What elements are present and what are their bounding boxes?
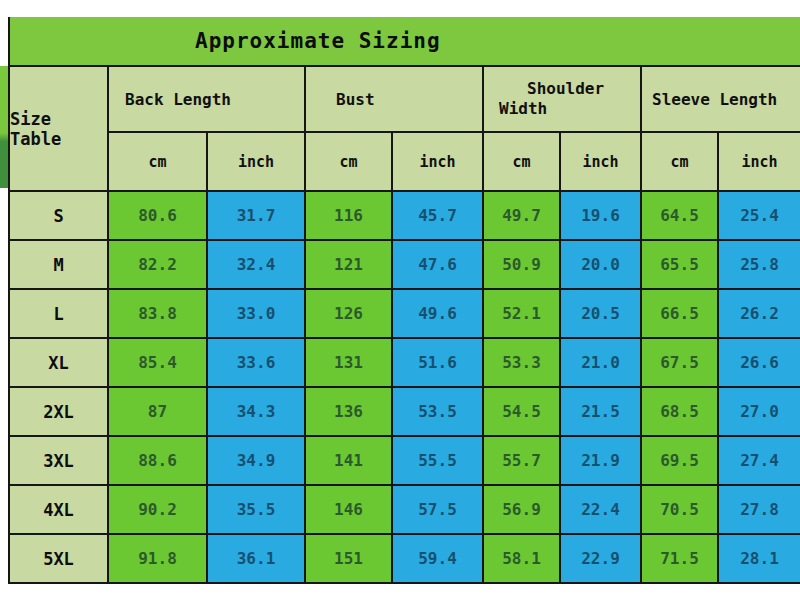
value-cell: 146 xyxy=(306,486,391,533)
value-cell: 27.4 xyxy=(719,437,800,484)
value-cell: 80.6 xyxy=(109,192,206,239)
value-cell: 57.5 xyxy=(393,486,482,533)
sizing-chart-page: Approximate Sizing Size Table Back Lengt… xyxy=(0,0,800,606)
size-label: M xyxy=(10,241,107,288)
value-cell: 136 xyxy=(306,388,391,435)
value-cell: 33.0 xyxy=(208,290,304,337)
size-label: S xyxy=(10,192,107,239)
value-cell: 25.4 xyxy=(719,192,800,239)
value-cell: 58.1 xyxy=(484,535,559,582)
value-cell: 34.9 xyxy=(208,437,304,484)
value-cell: 27.8 xyxy=(719,486,800,533)
value-cell: 65.5 xyxy=(642,241,717,288)
value-cell: 34.3 xyxy=(208,388,304,435)
value-cell: 54.5 xyxy=(484,388,559,435)
value-cell: 90.2 xyxy=(109,486,206,533)
unit-header-inch: inch xyxy=(561,133,640,190)
col-group-bust: Bust xyxy=(306,67,482,131)
value-cell: 141 xyxy=(306,437,391,484)
value-cell: 67.5 xyxy=(642,339,717,386)
value-cell: 33.6 xyxy=(208,339,304,386)
value-cell: 91.8 xyxy=(109,535,206,582)
value-cell: 83.8 xyxy=(109,290,206,337)
value-cell: 87 xyxy=(109,388,206,435)
value-cell: 56.9 xyxy=(484,486,559,533)
value-cell: 151 xyxy=(306,535,391,582)
size-label: 4XL xyxy=(10,486,107,533)
col-group-shoulder-width: Shoulder Width xyxy=(484,67,640,131)
table-title: Approximate Sizing xyxy=(10,17,800,65)
value-cell: 50.9 xyxy=(484,241,559,288)
unit-header-inch: inch xyxy=(393,133,482,190)
value-cell: 59.4 xyxy=(393,535,482,582)
value-cell: 31.7 xyxy=(208,192,304,239)
value-cell: 21.0 xyxy=(561,339,640,386)
value-cell: 82.2 xyxy=(109,241,206,288)
value-cell: 55.7 xyxy=(484,437,559,484)
value-cell: 68.5 xyxy=(642,388,717,435)
value-cell: 36.1 xyxy=(208,535,304,582)
size-label: 2XL xyxy=(10,388,107,435)
size-label: L xyxy=(10,290,107,337)
value-cell: 88.6 xyxy=(109,437,206,484)
col-group-sleeve-length: Sleeve Length xyxy=(642,67,800,131)
unit-header-cm: cm xyxy=(642,133,717,190)
value-cell: 26.6 xyxy=(719,339,800,386)
value-cell: 64.5 xyxy=(642,192,717,239)
col-group-back-length: Back Length xyxy=(109,67,304,131)
unit-header-inch: inch xyxy=(208,133,304,190)
value-cell: 21.5 xyxy=(561,388,640,435)
value-cell: 20.5 xyxy=(561,290,640,337)
col-group-shoulder-width-label: Shoulder Width xyxy=(499,79,585,119)
value-cell: 20.0 xyxy=(561,241,640,288)
value-cell: 85.4 xyxy=(109,339,206,386)
value-cell: 53.5 xyxy=(393,388,482,435)
value-cell: 27.0 xyxy=(719,388,800,435)
unit-header-inch: inch xyxy=(719,133,800,190)
value-cell: 28.1 xyxy=(719,535,800,582)
size-label: XL xyxy=(10,339,107,386)
value-cell: 121 xyxy=(306,241,391,288)
value-cell: 26.2 xyxy=(719,290,800,337)
value-cell: 25.8 xyxy=(719,241,800,288)
value-cell: 51.6 xyxy=(393,339,482,386)
value-cell: 55.5 xyxy=(393,437,482,484)
value-cell: 35.5 xyxy=(208,486,304,533)
value-cell: 70.5 xyxy=(642,486,717,533)
size-table-header: Size Table xyxy=(10,67,107,190)
value-cell: 49.7 xyxy=(484,192,559,239)
value-cell: 32.4 xyxy=(208,241,304,288)
value-cell: 71.5 xyxy=(642,535,717,582)
value-cell: 19.6 xyxy=(561,192,640,239)
value-cell: 131 xyxy=(306,339,391,386)
value-cell: 126 xyxy=(306,290,391,337)
unit-header-cm: cm xyxy=(306,133,391,190)
value-cell: 53.3 xyxy=(484,339,559,386)
value-cell: 21.9 xyxy=(561,437,640,484)
value-cell: 52.1 xyxy=(484,290,559,337)
value-cell: 47.6 xyxy=(393,241,482,288)
value-cell: 45.7 xyxy=(393,192,482,239)
value-cell: 22.4 xyxy=(561,486,640,533)
sizing-table: Approximate Sizing Size Table Back Lengt… xyxy=(8,17,800,584)
value-cell: 66.5 xyxy=(642,290,717,337)
value-cell: 116 xyxy=(306,192,391,239)
unit-header-cm: cm xyxy=(484,133,559,190)
size-label: 3XL xyxy=(10,437,107,484)
value-cell: 49.6 xyxy=(393,290,482,337)
value-cell: 22.9 xyxy=(561,535,640,582)
unit-header-cm: cm xyxy=(109,133,206,190)
size-label: 5XL xyxy=(10,535,107,582)
value-cell: 69.5 xyxy=(642,437,717,484)
